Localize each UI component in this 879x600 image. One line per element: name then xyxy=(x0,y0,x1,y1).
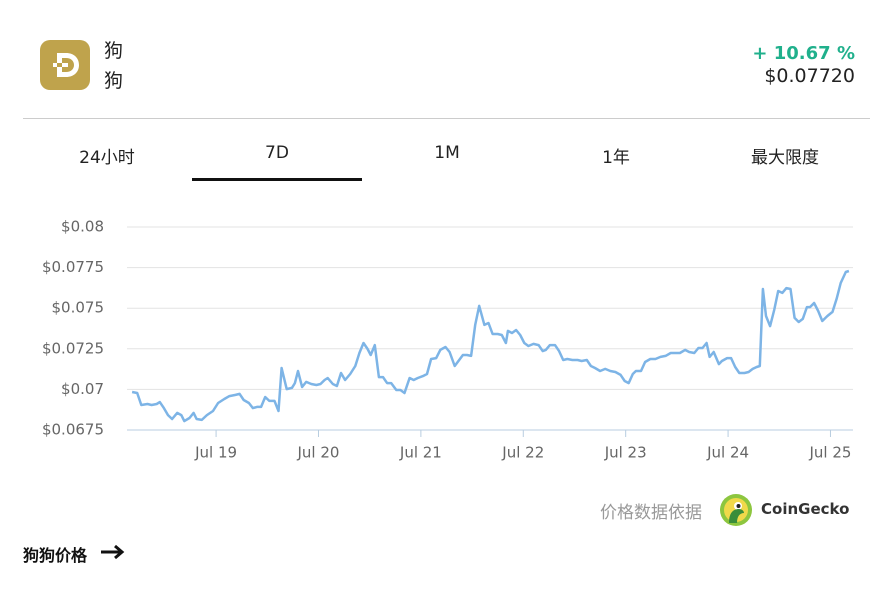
coingecko-logo xyxy=(720,494,752,526)
arrow-icon xyxy=(101,544,125,560)
tab[interactable]: 1M xyxy=(434,143,460,163)
attribution: 价格数据依据 xyxy=(600,503,702,523)
coin-name: 狗 xyxy=(104,40,124,62)
x-tick-label: Jul 24 xyxy=(706,444,749,462)
y-tick-label: $0.07 xyxy=(61,380,104,398)
coin-symbol: 狗 xyxy=(104,70,124,92)
y-tick-label: $0.08 xyxy=(61,218,104,236)
coin-logo xyxy=(40,40,90,90)
y-tick-label: $0.0675 xyxy=(42,421,104,439)
brand[interactable]: CoinGecko xyxy=(761,500,850,518)
chart: $0.0675 $0.07 $0.0725 $0.075 $0.0775 $0.08 Jul… xyxy=(42,218,853,462)
tab[interactable]: 最大限度 xyxy=(751,148,819,168)
x-tick-label: Jul 21 xyxy=(399,444,442,462)
tab-active[interactable]: 7D xyxy=(265,143,289,163)
tab-underline xyxy=(192,178,362,181)
divider xyxy=(23,118,870,119)
x-tick-label: Jul 22 xyxy=(501,444,544,462)
x-tick-label: Jul 20 xyxy=(297,444,340,462)
tab[interactable]: 1年 xyxy=(602,148,630,168)
tab[interactable]: 24小时 xyxy=(79,148,135,168)
y-tick-label: $0.0725 xyxy=(42,339,104,357)
x-tick-label: Jul 23 xyxy=(604,444,647,462)
y-tick-label: $0.075 xyxy=(52,299,105,317)
price: $0.07720 xyxy=(764,65,855,87)
y-tick-label: $0.0775 xyxy=(42,258,104,276)
x-tick-label: Jul 25 xyxy=(808,444,851,462)
price-change: + 10.67 % xyxy=(752,43,855,64)
price-link[interactable]: 狗狗价格 xyxy=(23,546,88,565)
x-tick-label: Jul 19 xyxy=(194,444,237,462)
price-line xyxy=(131,269,850,423)
